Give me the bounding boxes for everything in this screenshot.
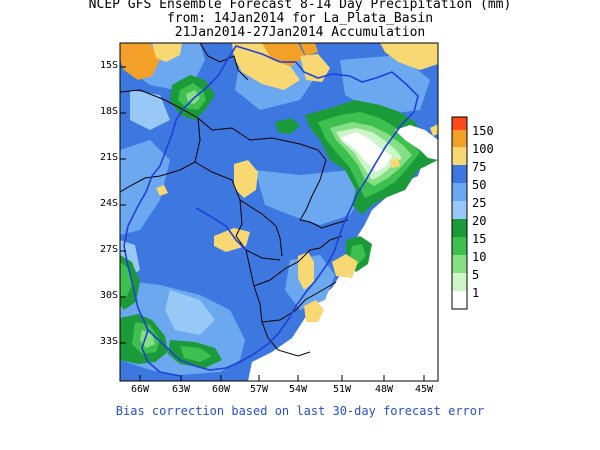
legend-label: 25: [472, 196, 487, 210]
lon-label: 51W: [332, 384, 352, 395]
legend-label: 50: [472, 178, 487, 192]
legend-swatch-25: [452, 183, 467, 201]
la-plata-basin-outline: [123, 45, 419, 377]
lon-label: 66W: [130, 384, 150, 395]
lat-label: 33S: [99, 336, 118, 347]
legend-swatch-5: [452, 255, 467, 273]
ocean-no-data: [248, 150, 438, 381]
lat-label: 18S: [99, 106, 118, 117]
legend-swatch-15: [452, 219, 467, 237]
lon-label: 48W: [374, 384, 394, 395]
precip-75-100-area: [332, 254, 358, 278]
legend-swatch-75: [452, 147, 467, 165]
legend-label: 1: [472, 286, 480, 300]
legend-label: 15: [472, 232, 487, 246]
map-subtitle-period: 21Jan2014-27Jan2014 Accumulation: [174, 25, 426, 40]
precip-75-100-area: [152, 43, 182, 62]
lon-label: 54W: [288, 384, 308, 395]
precip-100-150-area: [300, 43, 318, 56]
precip-15-20-area: [275, 118, 300, 134]
lon-label: 63W: [171, 384, 191, 395]
lat-label: 21S: [99, 152, 118, 163]
precip-20-25-area: [165, 290, 215, 335]
precip-75-100-area: [390, 158, 400, 168]
precip-75-100-area: [298, 252, 314, 290]
precip-75-100-area: [234, 160, 258, 198]
precip-100-150-area: [120, 43, 160, 80]
legend-label: 20: [472, 214, 487, 228]
lat-label: 27S: [99, 244, 118, 255]
lat-label: 30S: [99, 290, 118, 301]
legend-swatch-10: [452, 237, 467, 255]
precip-75-100-area: [232, 43, 300, 90]
legend-swatch-100: [452, 130, 467, 147]
legend-swatch-150: [452, 117, 467, 130]
legend-label: 5: [472, 268, 480, 282]
lon-label: 60W: [211, 384, 231, 395]
legend-label: 75: [472, 160, 487, 174]
legend-label: 10: [472, 250, 487, 264]
map-title: NCEP GFS Ensemble Forecast 8-14 Day Prec…: [88, 0, 512, 12]
precip-75-100-area: [156, 185, 168, 196]
precip-20-25-area: [130, 90, 170, 130]
map-frame: [119, 42, 439, 382]
lon-label: 45W: [414, 384, 434, 395]
precip-5-10-area: [186, 90, 200, 104]
legend-swatch-1: [452, 273, 467, 291]
legend-label: 150: [472, 124, 494, 138]
precip-below-1-area: [340, 132, 392, 172]
precip-75-100-area: [300, 54, 330, 82]
legend-swatch-50: [452, 165, 467, 183]
precip-25-50-area: [255, 170, 365, 225]
axis-ticks: [120, 66, 425, 381]
legend-swatch-20: [452, 201, 467, 219]
precip-10-15-area: [180, 346, 212, 362]
precip-10-15-area: [120, 262, 132, 298]
lat-label: 15S: [99, 60, 118, 71]
lon-label: 57W: [249, 384, 269, 395]
map-subtitle-date: from: 14Jan2014 for La_Plata_Basin: [166, 11, 434, 26]
color-legend: [451, 116, 468, 310]
legend-label: 100: [472, 142, 494, 156]
country-borders: [120, 43, 349, 357]
precip-10-15-area: [350, 244, 366, 264]
precip-below-1-area: [395, 125, 438, 160]
legend-swatch-0: [452, 291, 467, 309]
precip-25-50-area: [120, 140, 170, 235]
lat-label: 24S: [99, 198, 118, 209]
precip-75-100-area: [304, 300, 324, 322]
bias-correction-note: Bias correction based on last 30-day for…: [115, 404, 485, 418]
precip-25-50-area: [340, 55, 430, 115]
precip-75-100-area: [380, 43, 438, 70]
precip-75-100-area: [430, 124, 438, 136]
